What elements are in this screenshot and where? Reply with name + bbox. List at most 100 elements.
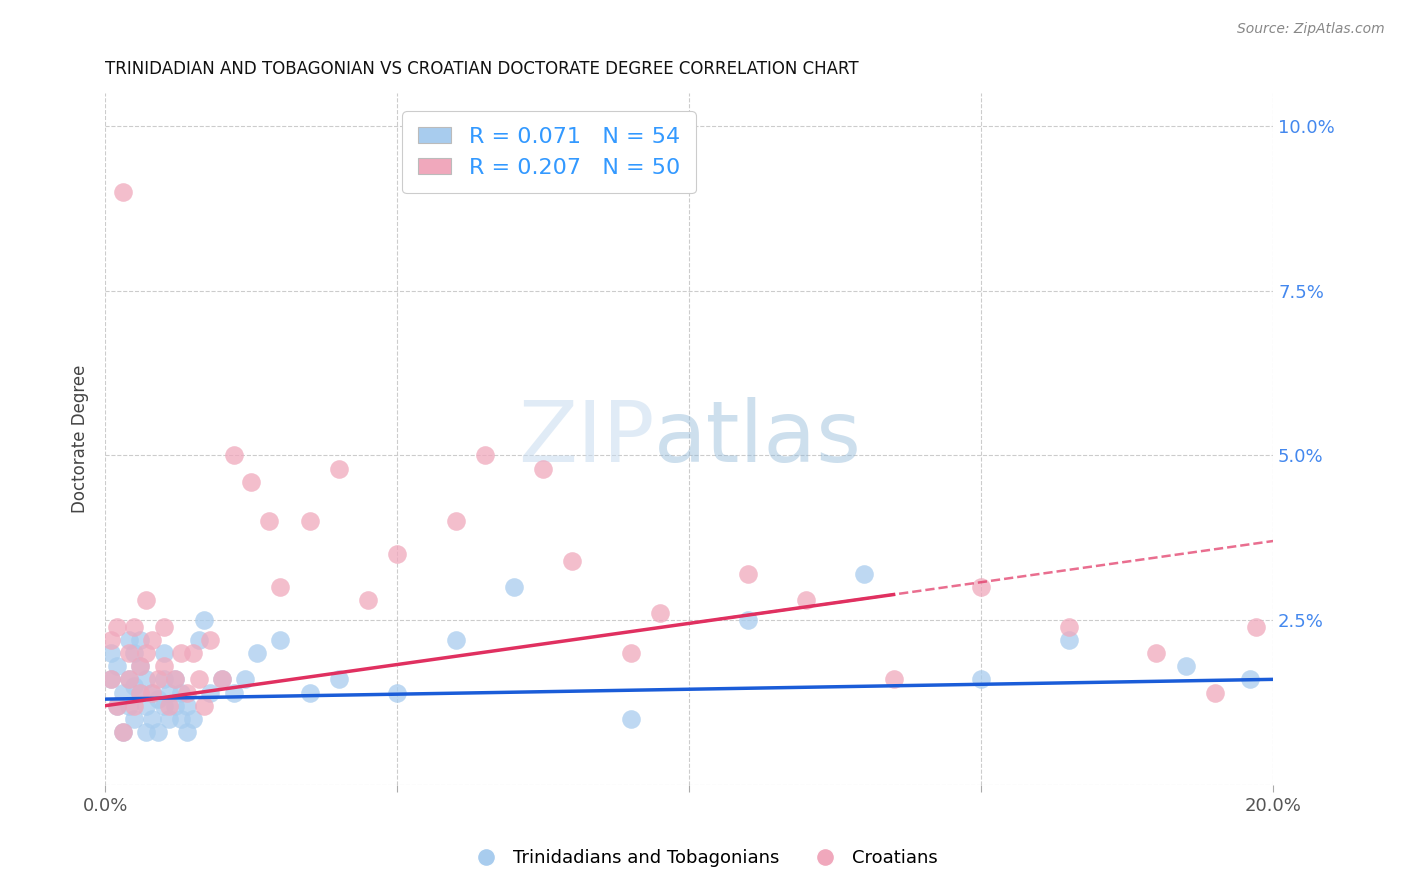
- Point: [135, 673, 157, 687]
- Point: [328, 673, 350, 687]
- Point: [648, 607, 671, 621]
- Point: [141, 685, 163, 699]
- Point: [152, 646, 174, 660]
- Point: [141, 632, 163, 647]
- Point: [117, 698, 139, 713]
- Point: [105, 620, 128, 634]
- Point: [387, 685, 409, 699]
- Point: [135, 646, 157, 660]
- Point: [176, 698, 198, 713]
- Point: [298, 685, 321, 699]
- Point: [444, 514, 467, 528]
- Point: [200, 632, 222, 647]
- Point: [176, 725, 198, 739]
- Legend: R = 0.071   N = 54, R = 0.207   N = 50: R = 0.071 N = 54, R = 0.207 N = 50: [402, 112, 696, 194]
- Point: [853, 566, 876, 581]
- Point: [269, 632, 291, 647]
- Point: [100, 646, 122, 660]
- Point: [387, 547, 409, 561]
- Point: [152, 698, 174, 713]
- Point: [124, 712, 146, 726]
- Point: [531, 461, 554, 475]
- Point: [100, 673, 122, 687]
- Point: [298, 514, 321, 528]
- Point: [235, 673, 257, 687]
- Point: [181, 712, 204, 726]
- Point: [129, 659, 152, 673]
- Point: [257, 514, 280, 528]
- Point: [124, 646, 146, 660]
- Point: [146, 692, 169, 706]
- Point: [129, 685, 152, 699]
- Y-axis label: Doctorate Degree: Doctorate Degree: [72, 365, 89, 513]
- Point: [357, 593, 380, 607]
- Point: [1244, 620, 1267, 634]
- Point: [117, 673, 139, 687]
- Point: [444, 632, 467, 647]
- Point: [240, 475, 263, 489]
- Point: [105, 698, 128, 713]
- Point: [474, 449, 496, 463]
- Point: [1174, 659, 1197, 673]
- Point: [100, 632, 122, 647]
- Text: ZIP: ZIP: [517, 398, 654, 481]
- Point: [111, 725, 134, 739]
- Point: [165, 673, 187, 687]
- Point: [152, 673, 174, 687]
- Text: Source: ZipAtlas.com: Source: ZipAtlas.com: [1237, 22, 1385, 37]
- Point: [211, 673, 233, 687]
- Point: [159, 698, 181, 713]
- Point: [146, 725, 169, 739]
- Point: [737, 566, 759, 581]
- Point: [170, 712, 193, 726]
- Point: [193, 613, 215, 627]
- Point: [883, 673, 905, 687]
- Point: [105, 659, 128, 673]
- Point: [129, 659, 152, 673]
- Point: [159, 712, 181, 726]
- Point: [135, 698, 157, 713]
- Point: [170, 646, 193, 660]
- Point: [111, 185, 134, 199]
- Point: [124, 679, 146, 693]
- Point: [620, 712, 643, 726]
- Point: [269, 580, 291, 594]
- Point: [970, 580, 993, 594]
- Point: [152, 620, 174, 634]
- Point: [200, 685, 222, 699]
- Point: [561, 554, 583, 568]
- Point: [111, 725, 134, 739]
- Point: [328, 461, 350, 475]
- Point: [135, 725, 157, 739]
- Point: [193, 698, 215, 713]
- Point: [970, 673, 993, 687]
- Point: [222, 449, 245, 463]
- Point: [737, 613, 759, 627]
- Point: [124, 698, 146, 713]
- Point: [159, 685, 181, 699]
- Point: [181, 646, 204, 660]
- Point: [1144, 646, 1167, 660]
- Point: [141, 685, 163, 699]
- Point: [503, 580, 526, 594]
- Point: [152, 659, 174, 673]
- Point: [222, 685, 245, 699]
- Point: [111, 685, 134, 699]
- Text: atlas: atlas: [654, 398, 862, 481]
- Point: [129, 632, 152, 647]
- Text: TRINIDADIAN AND TOBAGONIAN VS CROATIAN DOCTORATE DEGREE CORRELATION CHART: TRINIDADIAN AND TOBAGONIAN VS CROATIAN D…: [105, 60, 859, 78]
- Point: [620, 646, 643, 660]
- Point: [165, 698, 187, 713]
- Point: [187, 632, 209, 647]
- Legend: Trinidadians and Tobagonians, Croatians: Trinidadians and Tobagonians, Croatians: [461, 842, 945, 874]
- Point: [794, 593, 817, 607]
- Point: [117, 646, 139, 660]
- Point: [1204, 685, 1226, 699]
- Point: [117, 632, 139, 647]
- Point: [1239, 673, 1261, 687]
- Point: [211, 673, 233, 687]
- Point: [135, 593, 157, 607]
- Point: [170, 685, 193, 699]
- Point: [146, 673, 169, 687]
- Point: [141, 712, 163, 726]
